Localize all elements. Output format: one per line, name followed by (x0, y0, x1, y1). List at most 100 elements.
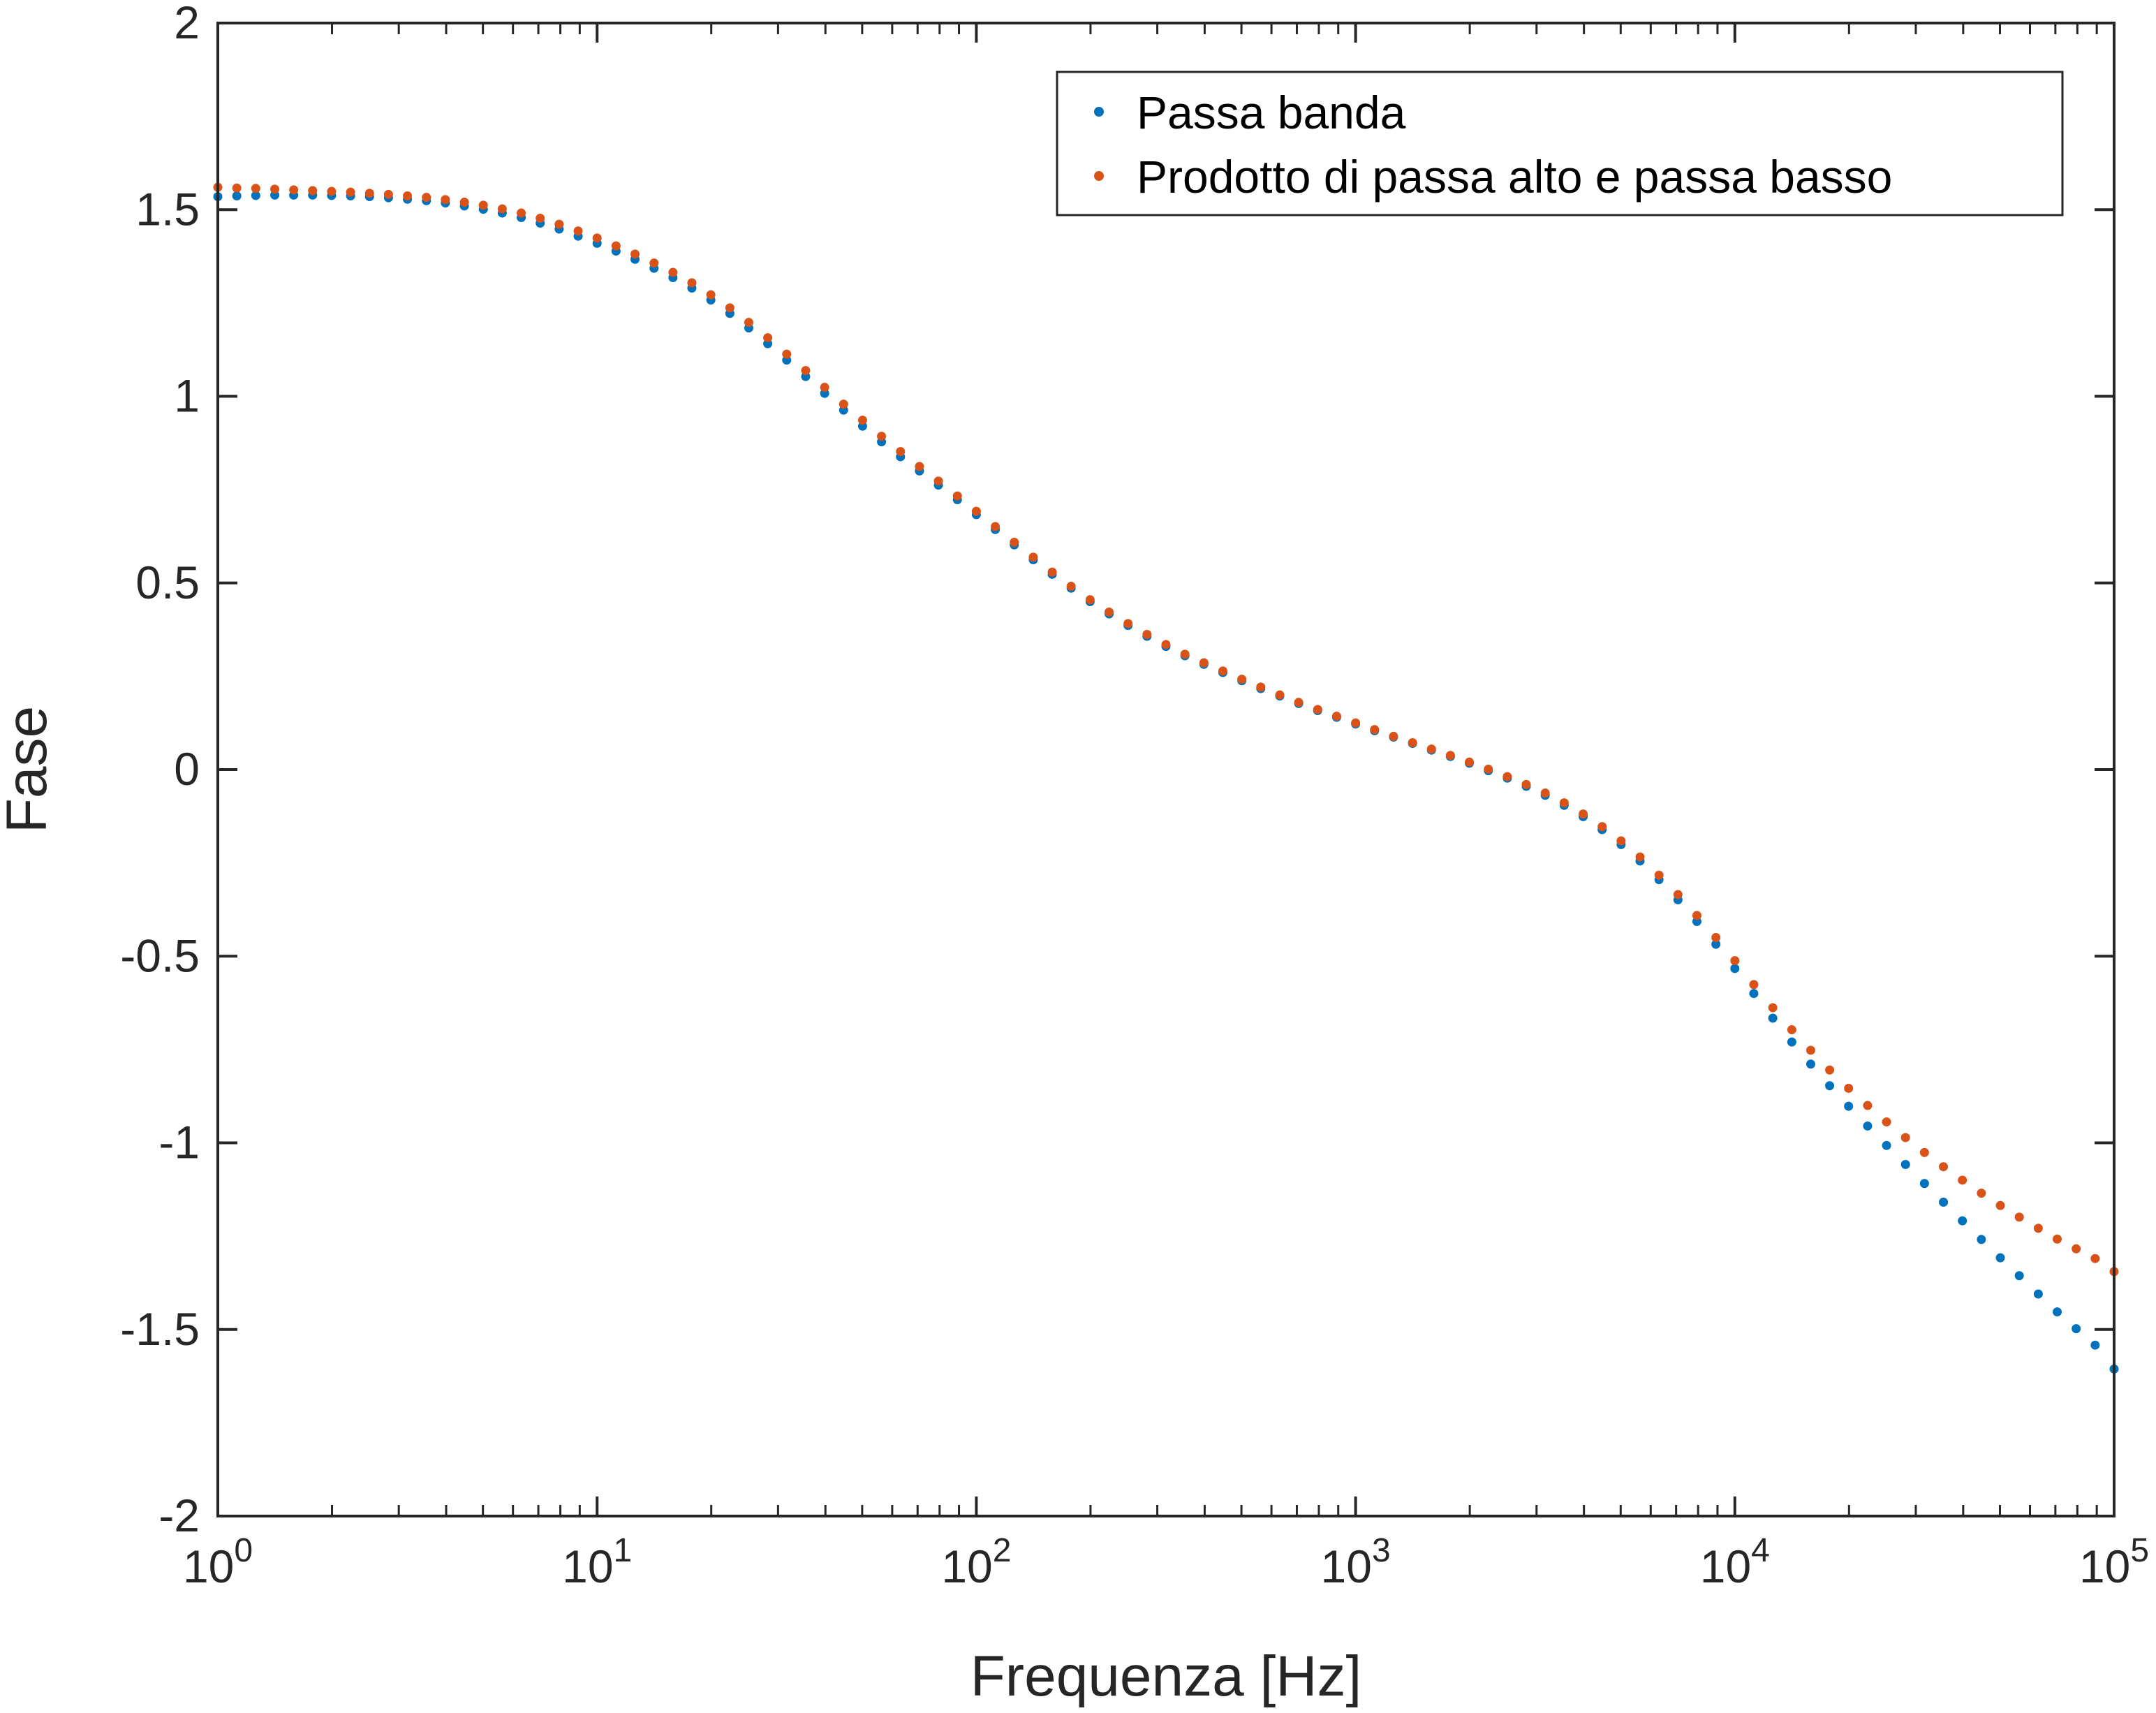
point-prodotto (1218, 666, 1227, 676)
point-prodotto (1047, 567, 1057, 577)
y-tick-label: 0.5 (135, 557, 200, 608)
point-prodotto (270, 184, 280, 194)
point-prodotto (327, 186, 337, 196)
point-prodotto (1749, 980, 1759, 990)
point-passa-banda (1749, 989, 1759, 999)
point-prodotto (517, 208, 526, 218)
point-prodotto (2072, 1244, 2081, 1253)
point-passa-banda (1730, 964, 1740, 973)
legend-box (1056, 71, 2064, 216)
point-passa-banda (1977, 1235, 1986, 1244)
point-prodotto (1370, 725, 1380, 735)
legend: Passa banda Prodotto di passa alto e pas… (1056, 71, 2064, 216)
point-prodotto (1142, 630, 1152, 640)
axis-ticks (216, 22, 2116, 1517)
point-passa-banda (232, 191, 242, 200)
point-prodotto (1085, 595, 1095, 605)
point-prodotto (668, 267, 678, 277)
y-tick-label: 1.5 (135, 183, 200, 235)
point-prodotto (308, 186, 318, 196)
point-prodotto (1123, 619, 1133, 628)
point-prodotto (991, 522, 1001, 531)
x-tick-label: 103 (1321, 1532, 1391, 1592)
point-prodotto (1426, 744, 1436, 754)
point-prodotto (782, 349, 792, 359)
point-prodotto (364, 189, 374, 198)
x-tick-label: 101 (562, 1532, 632, 1592)
point-prodotto (1806, 1045, 1815, 1055)
point-passa-banda (1711, 939, 1721, 949)
point-prodotto (1995, 1200, 2005, 1210)
x-tick-label: 104 (1700, 1532, 1770, 1592)
point-prodotto (1616, 836, 1626, 846)
point-prodotto (1787, 1025, 1796, 1035)
point-prodotto (1597, 822, 1607, 832)
x-axis-label: Frequenza [Hz] (970, 1645, 1362, 1708)
point-prodotto (1673, 890, 1683, 899)
point-prodotto (1105, 607, 1114, 617)
point-prodotto (554, 219, 564, 229)
x-tick-label: 102 (941, 1532, 1011, 1592)
point-passa-banda (2072, 1324, 2081, 1334)
point-prodotto (592, 233, 602, 243)
point-prodotto (1237, 675, 1247, 684)
point-passa-banda (1882, 1140, 1891, 1150)
point-prodotto (536, 214, 545, 223)
point-prodotto (403, 191, 413, 200)
point-prodotto (877, 432, 887, 441)
point-prodotto (497, 204, 507, 214)
point-prodotto (289, 185, 299, 195)
point-passa-banda (1919, 1179, 1929, 1189)
point-prodotto (1408, 738, 1417, 748)
point-prodotto (1977, 1189, 1986, 1198)
y-tick-label: -2 (158, 1490, 200, 1541)
point-passa-banda (251, 191, 260, 200)
point-prodotto (1711, 933, 1721, 943)
legend-label-passa-banda: Passa banda (1137, 87, 1406, 138)
point-prodotto (1256, 682, 1266, 692)
point-prodotto (346, 187, 355, 197)
point-passa-banda (1863, 1121, 1873, 1131)
legend-label-prodotto: Prodotto di passa alto e passa basso (1137, 151, 1892, 203)
point-prodotto (1502, 772, 1512, 781)
point-prodotto (1445, 751, 1455, 760)
point-prodotto (1484, 764, 1493, 774)
point-passa-banda (1806, 1059, 1815, 1069)
point-prodotto (896, 447, 906, 457)
data-markers (213, 182, 2119, 1374)
point-prodotto (1389, 731, 1398, 741)
point-prodotto (1825, 1065, 1835, 1075)
point-prodotto (1768, 1003, 1778, 1013)
point-prodotto (820, 383, 829, 392)
point-passa-banda (2090, 1340, 2100, 1350)
y-tick-label: 1 (174, 370, 200, 422)
point-prodotto (952, 491, 962, 501)
legend-marker-passa-banda (1094, 107, 1104, 117)
point-prodotto (763, 333, 773, 343)
point-prodotto (1465, 757, 1475, 767)
point-prodotto (801, 366, 811, 376)
point-prodotto (706, 290, 716, 300)
point-prodotto (1199, 658, 1209, 668)
point-prodotto (573, 226, 583, 236)
point-passa-banda (1900, 1160, 1910, 1170)
point-prodotto (1331, 712, 1341, 721)
point-prodotto (2053, 1234, 2062, 1244)
point-prodotto (1066, 582, 1076, 591)
point-prodotto (971, 506, 981, 516)
point-prodotto (1579, 809, 1588, 819)
point-prodotto (1730, 956, 1740, 966)
plot-area (218, 23, 2114, 1516)
point-prodotto (1692, 911, 1701, 920)
point-prodotto (1635, 852, 1645, 862)
point-prodotto (1161, 640, 1171, 649)
point-prodotto (2014, 1212, 2024, 1222)
point-prodotto (1028, 552, 1038, 562)
point-prodotto (1844, 1083, 1854, 1093)
y-tick-label: -1.5 (120, 1303, 200, 1355)
point-prodotto (1275, 690, 1285, 700)
point-prodotto (1958, 1175, 1967, 1185)
point-prodotto (2090, 1253, 2100, 1263)
point-prodotto (1882, 1117, 1891, 1127)
